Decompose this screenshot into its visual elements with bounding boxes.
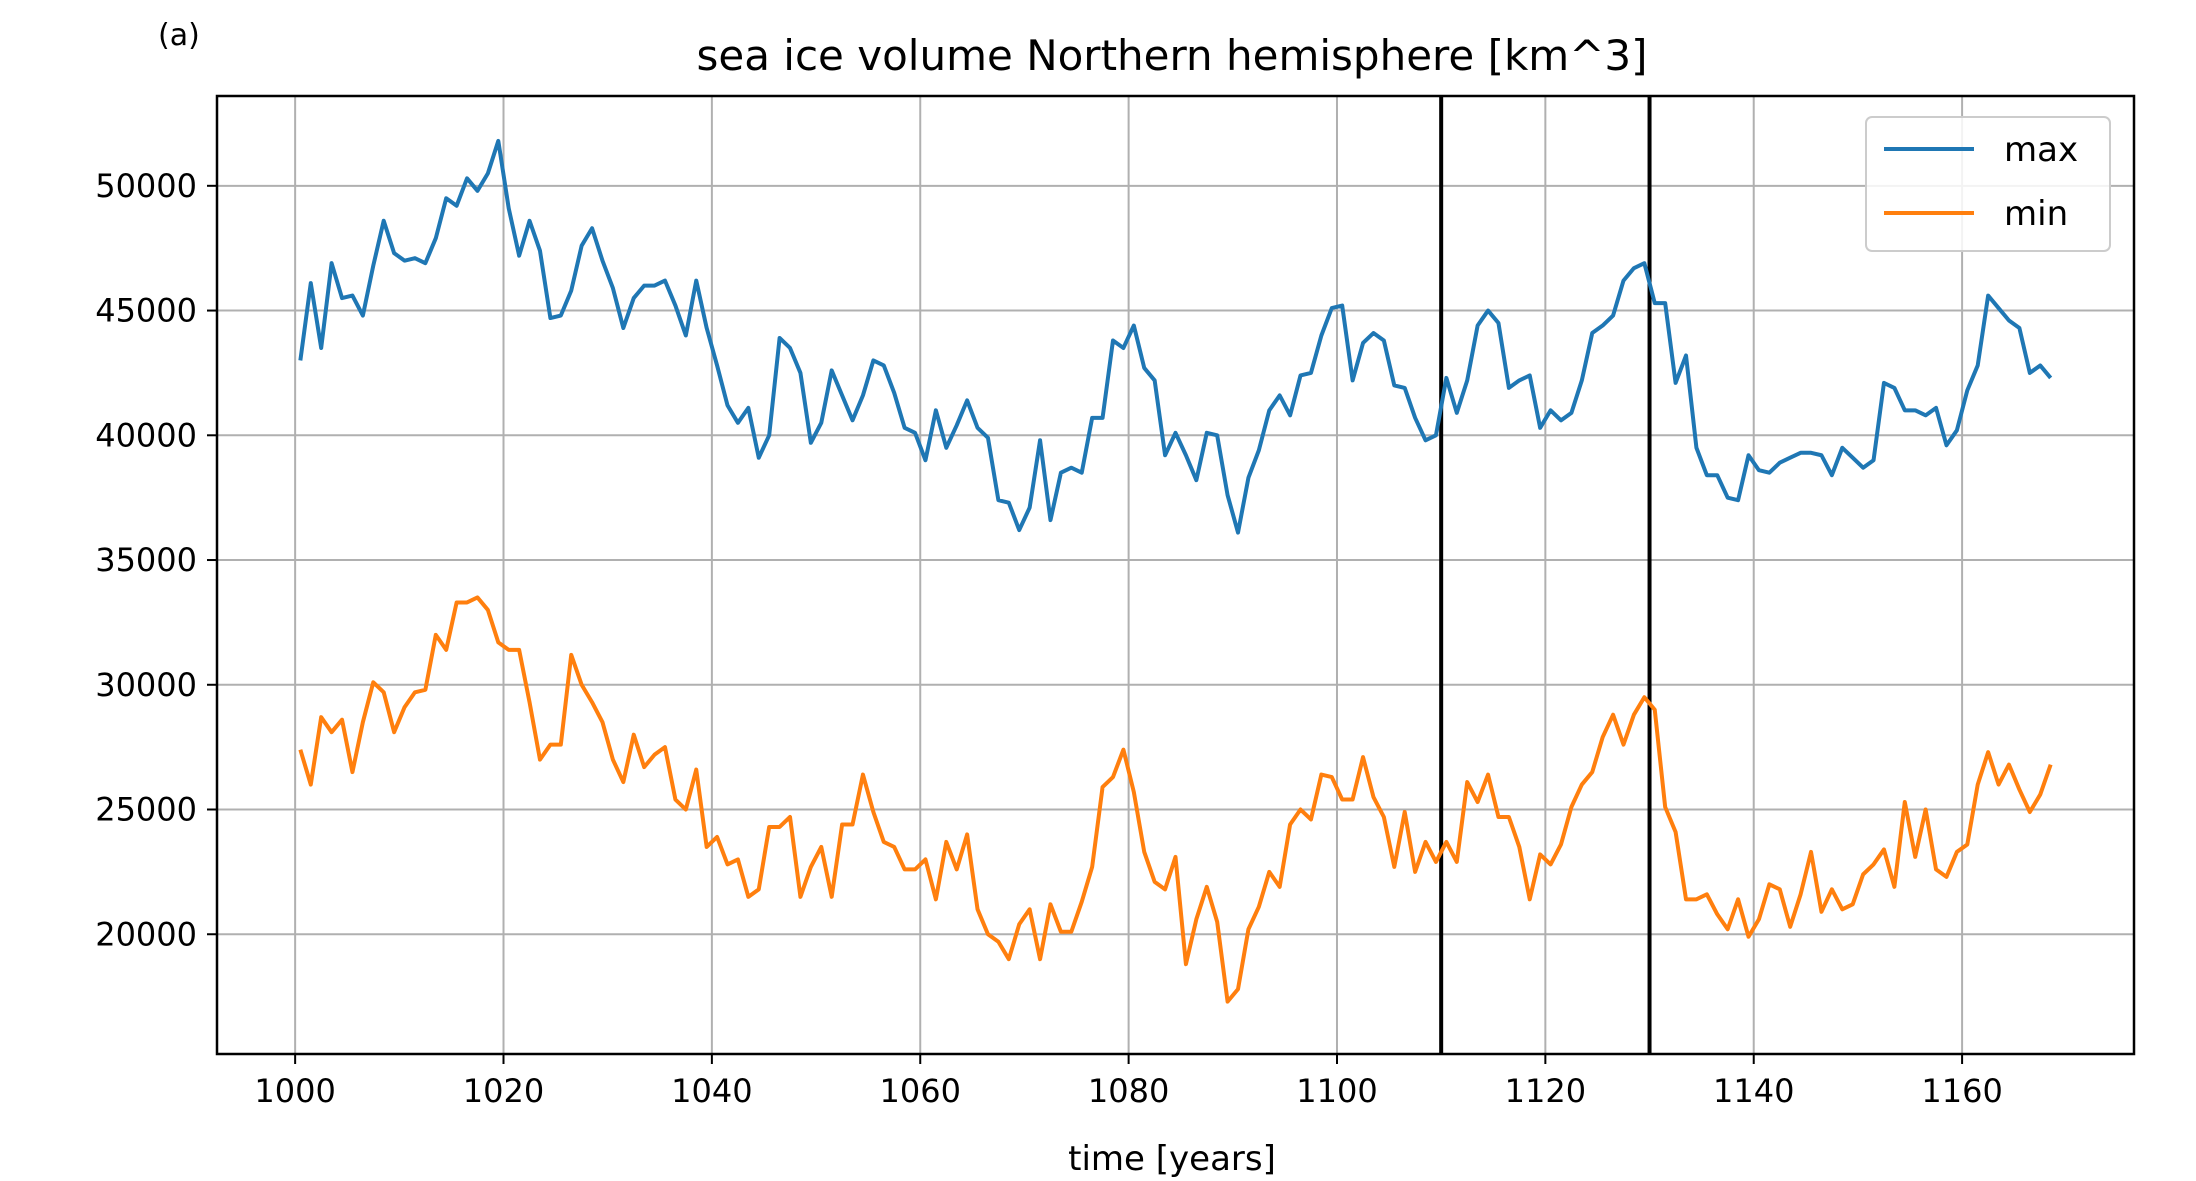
y-tick-label: 40000 <box>95 416 197 454</box>
y-tick-label: 45000 <box>95 292 197 330</box>
series-lines <box>298 138 2053 1004</box>
series-line-min <box>298 595 2053 1004</box>
x-tick-label: 1080 <box>1088 1072 1169 1110</box>
series-line-max <box>298 138 2053 535</box>
x-axis-ticks: 1000 1020 1040 1060 1080 1100 1120 1140 1160 <box>254 1054 2003 1110</box>
x-tick-label: 1160 <box>1921 1072 2002 1110</box>
x-tick-label: 1140 <box>1713 1072 1794 1110</box>
y-tick-label: 35000 <box>95 541 197 579</box>
panel-label: (a) <box>158 18 200 53</box>
x-tick-label: 1060 <box>880 1072 961 1110</box>
y-tick-label: 20000 <box>95 915 197 953</box>
vertical-marker-lines <box>1439 96 1652 1054</box>
x-tick-label: 1020 <box>463 1072 544 1110</box>
chart-title: sea ice volume Northern hemisphere [km^3… <box>696 31 1647 80</box>
x-tick-label: 1000 <box>254 1072 335 1110</box>
x-tick-label: 1040 <box>671 1072 752 1110</box>
x-tick-label: 1100 <box>1296 1072 1377 1110</box>
plot-frame <box>215 94 2136 1056</box>
y-tick-label: 50000 <box>95 167 197 205</box>
legend-label-max: max <box>2004 130 2078 170</box>
legend-label-min: min <box>2004 194 2068 234</box>
y-axis-ticks: 20000 25000 30000 35000 40000 45000 50000 <box>95 167 217 953</box>
x-tick-label: 1120 <box>1505 1072 1586 1110</box>
y-tick-label: 30000 <box>95 666 197 704</box>
legend: max min <box>1865 116 2111 252</box>
y-tick-label: 25000 <box>95 791 197 829</box>
x-axis-label: time [years] <box>1068 1139 1276 1179</box>
